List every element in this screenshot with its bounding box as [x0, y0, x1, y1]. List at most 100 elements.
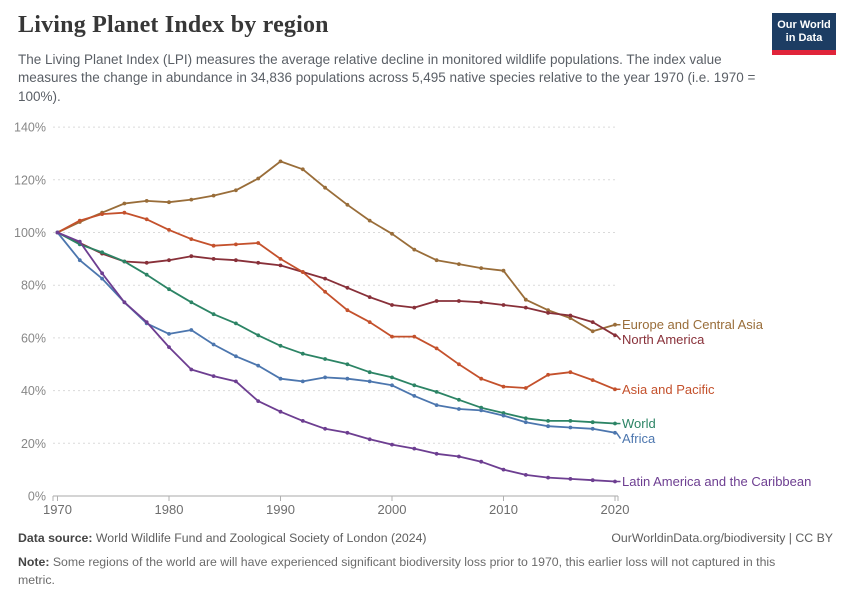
data-point: [590, 478, 595, 483]
data-point: [345, 285, 350, 290]
data-point: [501, 303, 506, 307]
data-point: [613, 479, 617, 484]
data-point: [167, 345, 171, 349]
y-tick-label-140: 140%: [14, 121, 46, 135]
label-connector-africa: [615, 432, 622, 439]
data-point: [568, 477, 573, 481]
data-point: [613, 421, 617, 426]
data-point: [457, 407, 461, 411]
data-point: [122, 300, 127, 305]
data-point: [390, 231, 394, 236]
data-point: [234, 379, 238, 384]
footer-note: Note: Some regions of the world are will…: [18, 553, 810, 590]
data-point: [613, 322, 617, 327]
data-point: [234, 242, 238, 247]
data-point: [300, 419, 305, 423]
lpi-line-chart[interactable]: 0% 20% 40% 60% 80% 100% 120% 140% 1970 1980 1990 20…: [0, 100, 850, 520]
data-point: [323, 185, 327, 190]
data-source-text: Data source: World Wildlife Fund and Zoo…: [18, 531, 427, 545]
data-point: [345, 430, 350, 435]
data-point: [479, 459, 484, 464]
data-point: [278, 343, 283, 348]
owid-logo[interactable]: Our World in Data: [772, 13, 836, 55]
data-point: [412, 383, 417, 388]
series-europe-and-central-asia[interactable]: [55, 159, 617, 334]
data-point: [412, 334, 417, 339]
data-point: [100, 250, 104, 255]
data-point: [211, 257, 216, 261]
owid-citation-link[interactable]: OurWorldinData.org/biodiversity | CC BY: [611, 531, 833, 545]
data-point: [523, 305, 528, 310]
data-point: [434, 299, 439, 303]
series-label-north-america[interactable]: North America: [622, 332, 705, 347]
data-point: [189, 328, 194, 332]
data-point: [122, 201, 127, 206]
series-asia-and-pacific[interactable]: [55, 210, 617, 392]
data-point: [167, 287, 171, 292]
data-point: [590, 320, 595, 324]
series-latin-america-and-the-caribbean[interactable]: [55, 230, 617, 484]
series-north-america[interactable]: [55, 230, 617, 338]
data-point: [234, 354, 238, 359]
data-point: [323, 426, 327, 431]
data-point: [300, 379, 305, 384]
data-point: [367, 218, 372, 223]
data-point: [523, 416, 528, 421]
label-connector-north-america: [615, 334, 622, 341]
data-point: [167, 200, 171, 205]
data-point: [479, 408, 484, 413]
data-point: [300, 351, 305, 356]
series-label-africa[interactable]: Africa: [622, 431, 656, 446]
data-point: [546, 372, 550, 377]
data-point: [390, 375, 394, 380]
data-point: [323, 289, 327, 294]
data-point: [613, 387, 617, 392]
x-tick-label-2010: 2010: [489, 502, 518, 517]
data-point: [77, 258, 82, 263]
data-point: [211, 243, 216, 248]
data-point: [590, 426, 595, 431]
data-point: [144, 217, 149, 222]
data-point: [523, 386, 528, 390]
series-label-asia-and-pacific[interactable]: Asia and Pacific: [622, 382, 715, 397]
series-africa[interactable]: [55, 230, 617, 435]
y-tick-label-120: 120%: [14, 173, 46, 187]
data-point: [501, 384, 506, 389]
data-point: [367, 437, 372, 442]
y-tick-label-0: 0%: [28, 490, 46, 504]
data-point: [189, 300, 194, 305]
data-point: [568, 419, 573, 423]
data-point: [546, 475, 550, 480]
data-point: [100, 271, 104, 276]
data-point: [546, 424, 550, 429]
data-point: [613, 333, 617, 338]
data-point: [345, 376, 350, 381]
data-point: [189, 197, 194, 202]
data-point: [211, 193, 216, 198]
data-point: [189, 367, 194, 372]
data-point: [501, 268, 506, 273]
data-point: [523, 297, 528, 302]
data-point: [434, 451, 439, 456]
data-point: [77, 239, 82, 244]
x-tick-label-1990: 1990: [266, 502, 295, 517]
data-point: [256, 260, 261, 265]
series-world[interactable]: [55, 230, 617, 426]
series-label-world[interactable]: World: [622, 416, 656, 431]
series-line-europe-and-central-asia: [57, 160, 616, 333]
data-point: [501, 467, 506, 472]
series-label-latin-america-and-the-caribbean[interactable]: Latin America and the Caribbean: [622, 474, 811, 489]
data-point: [122, 259, 127, 264]
data-point: [323, 357, 327, 361]
data-point: [278, 376, 283, 381]
data-point: [122, 210, 127, 215]
data-point: [211, 374, 216, 378]
data-point: [256, 241, 261, 245]
data-point: [345, 308, 350, 313]
data-point: [568, 316, 573, 320]
data-source-value: World Wildlife Fund and Zoological Socie…: [92, 531, 427, 545]
data-point: [523, 473, 528, 477]
data-point: [390, 334, 394, 339]
series-label-europe-and-central-asia[interactable]: Europe and Central Asia: [622, 317, 764, 332]
data-point: [546, 419, 550, 423]
